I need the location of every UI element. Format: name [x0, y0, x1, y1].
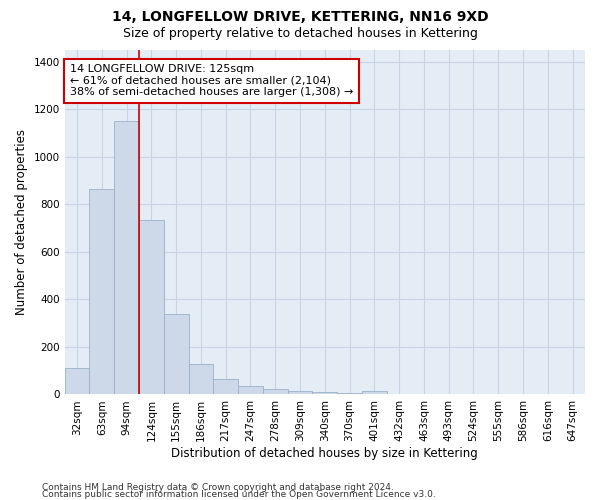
- Text: Size of property relative to detached houses in Kettering: Size of property relative to detached ho…: [122, 28, 478, 40]
- Bar: [214, 379, 238, 394]
- Bar: [164, 314, 188, 394]
- Bar: [362, 391, 387, 394]
- Y-axis label: Number of detached properties: Number of detached properties: [15, 129, 28, 315]
- Bar: [89, 189, 114, 394]
- Text: Contains HM Land Registry data © Crown copyright and database right 2024.: Contains HM Land Registry data © Crown c…: [42, 484, 394, 492]
- Bar: [139, 220, 164, 394]
- Bar: [238, 386, 263, 394]
- Bar: [263, 388, 287, 394]
- Bar: [65, 368, 89, 394]
- Text: 14 LONGFELLOW DRIVE: 125sqm
← 61% of detached houses are smaller (2,104)
38% of : 14 LONGFELLOW DRIVE: 125sqm ← 61% of det…: [70, 64, 353, 98]
- Bar: [114, 122, 139, 394]
- Bar: [313, 392, 337, 394]
- Bar: [188, 364, 214, 394]
- Text: Contains public sector information licensed under the Open Government Licence v3: Contains public sector information licen…: [42, 490, 436, 499]
- Bar: [287, 391, 313, 394]
- Text: 14, LONGFELLOW DRIVE, KETTERING, NN16 9XD: 14, LONGFELLOW DRIVE, KETTERING, NN16 9X…: [112, 10, 488, 24]
- X-axis label: Distribution of detached houses by size in Kettering: Distribution of detached houses by size …: [172, 447, 478, 460]
